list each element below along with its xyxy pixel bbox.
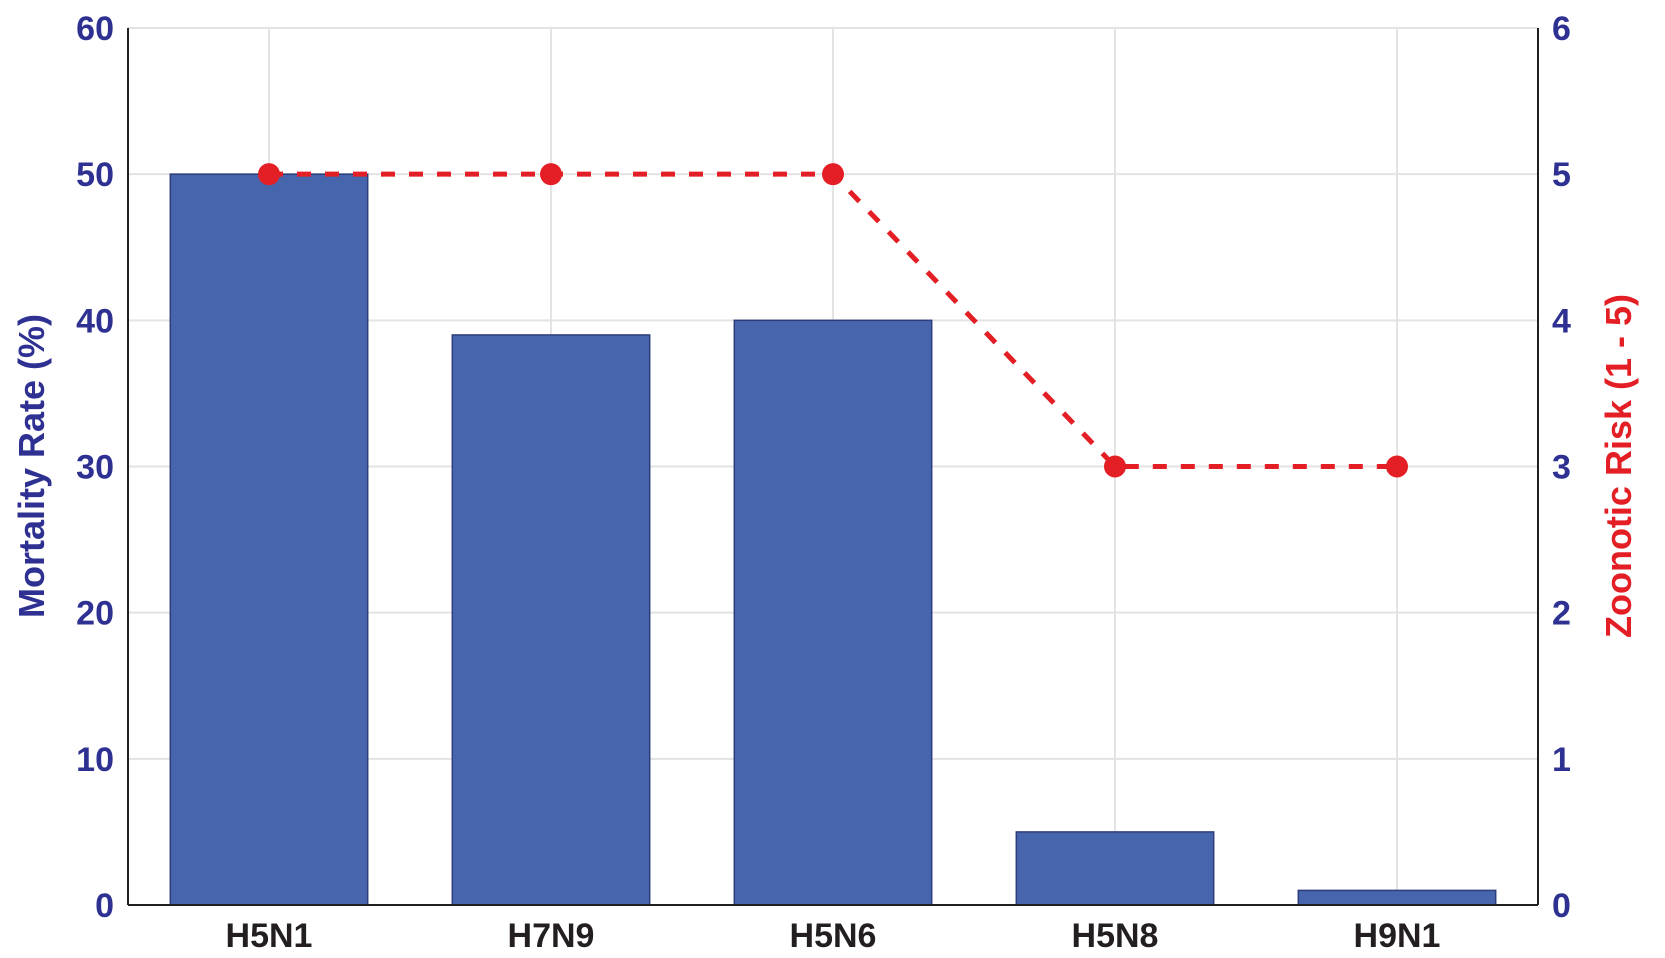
y-axis-label-left: Mortality Rate (%) [11, 314, 52, 618]
right-tick-label: 3 [1552, 449, 1571, 487]
category-label-h9n1: H9N1 [1354, 917, 1441, 955]
category-label-h7n9: H7N9 [508, 917, 595, 955]
category-label-h5n6: H5N6 [790, 917, 877, 955]
right-tick-label: 2 [1552, 595, 1571, 633]
bar-h5n6 [733, 319, 933, 906]
bar-h5n1 [169, 173, 369, 906]
risk-point-h5n1 [258, 163, 280, 186]
right-tick-label: 5 [1552, 156, 1571, 194]
category-tick-labels: H5N1 H7N9 H5N6 H5N8 H9N1 [226, 917, 1441, 955]
axes [127, 28, 1539, 906]
left-tick-label: 0 [95, 887, 114, 925]
left-tick-label: 50 [76, 156, 114, 194]
category-label-h5n8: H5N8 [1072, 917, 1159, 955]
bar-h5n8 [1015, 831, 1215, 906]
y-axis-label-right: Zoonotic Risk (1 - 5) [1598, 294, 1639, 638]
risk-line-series [258, 163, 1408, 478]
left-tick-label: 60 [76, 10, 114, 48]
bar-h9n1 [1297, 889, 1497, 906]
left-tick-label: 20 [76, 595, 114, 633]
left-tick-label: 10 [76, 741, 114, 779]
right-tick-label: 0 [1552, 887, 1571, 925]
risk-point-h9n1 [1386, 455, 1408, 478]
right-tick-label: 6 [1552, 10, 1571, 48]
left-tick-label: 30 [76, 449, 114, 487]
right-tick-label: 4 [1552, 302, 1571, 340]
bar-series [169, 173, 1497, 906]
right-tick-labels: 0 1 2 3 4 5 6 [1552, 10, 1571, 925]
risk-point-h5n6 [822, 163, 844, 186]
category-label-h5n1: H5N1 [226, 917, 313, 955]
risk-point-h7n9 [540, 163, 562, 186]
left-tick-labels: 0 10 20 30 40 50 60 [76, 10, 114, 925]
left-tick-label: 40 [76, 302, 114, 340]
right-tick-label: 1 [1552, 741, 1571, 779]
risk-point-h5n8 [1104, 455, 1126, 478]
bar-h7n9 [451, 334, 651, 906]
